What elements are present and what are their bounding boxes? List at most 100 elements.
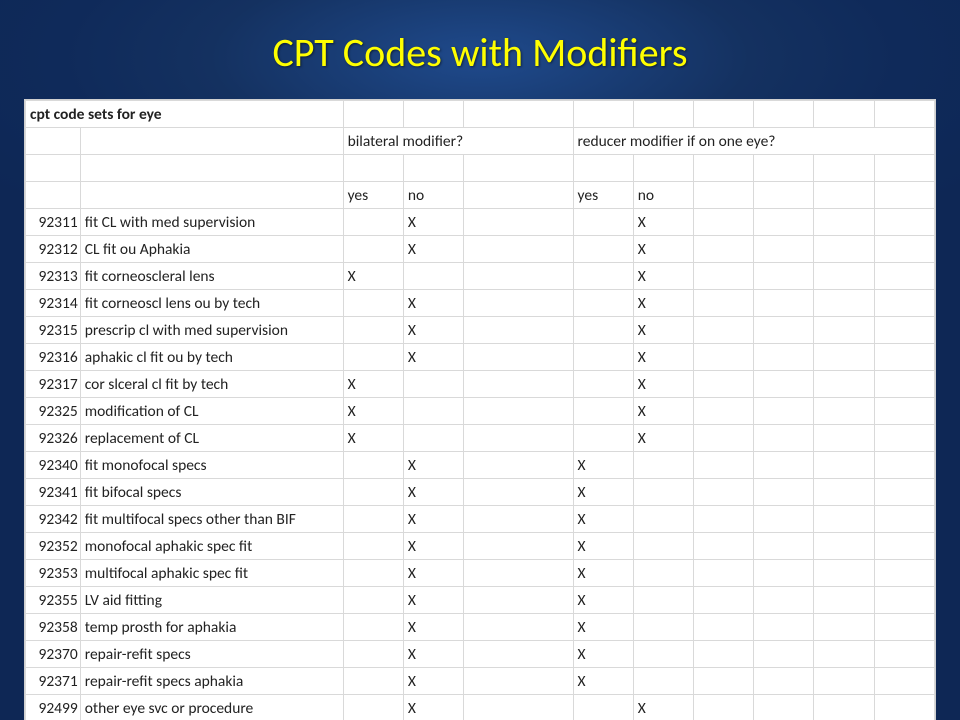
cpt-description: fit corneoscleral lens: [80, 263, 343, 290]
cell: [814, 209, 874, 236]
cell: [693, 155, 753, 182]
bilat-yes: [343, 317, 403, 344]
cell: [814, 263, 874, 290]
cell: [814, 560, 874, 587]
cell: [693, 452, 753, 479]
cell: [26, 182, 81, 209]
table-row: 92325modification of CLXX: [26, 398, 935, 425]
bilat-no: [403, 425, 463, 452]
bilat-yes: [343, 452, 403, 479]
cell: [80, 155, 343, 182]
bilat-no: X: [403, 587, 463, 614]
reducer-yes: [573, 425, 633, 452]
cell: [814, 452, 874, 479]
cell: [754, 290, 814, 317]
table-row: 92371repair-refit specs aphakiaXX: [26, 668, 935, 695]
cell: [693, 695, 753, 720]
cpt-description: fit monofocal specs: [80, 452, 343, 479]
reducer-no: X: [633, 317, 693, 344]
cell: [693, 506, 753, 533]
cell: [874, 641, 934, 668]
bilat-no: [403, 263, 463, 290]
cell: [754, 371, 814, 398]
cpt-description: fit CL with med supervision: [80, 209, 343, 236]
bilat-yes: X: [343, 371, 403, 398]
cell: [874, 371, 934, 398]
table-row: 92317cor slceral cl fit by techXX: [26, 371, 935, 398]
cpt-description: modification of CL: [80, 398, 343, 425]
cell: [464, 506, 574, 533]
cpt-description: cor slceral cl fit by tech: [80, 371, 343, 398]
table-row: 92314fit corneoscl lens ou by techXX: [26, 290, 935, 317]
cell: [814, 587, 874, 614]
bilat-no: X: [403, 641, 463, 668]
cell: [814, 371, 874, 398]
reducer-no: X: [633, 263, 693, 290]
table-row: 92342fit multifocal specs other than BIF…: [26, 506, 935, 533]
bilat-no: X: [403, 209, 463, 236]
reducer-yes: [573, 317, 633, 344]
cpt-code: 92315: [26, 317, 81, 344]
bilat-yes: [343, 668, 403, 695]
bilat-yes: [343, 587, 403, 614]
cpt-description: fit corneoscl lens ou by tech: [80, 290, 343, 317]
bilat-yes: [343, 344, 403, 371]
reducer-yes: [573, 209, 633, 236]
cell: [814, 533, 874, 560]
group-reducer-label: reducer modifier if on one eye?: [573, 128, 934, 155]
reducer-yes: X: [573, 614, 633, 641]
table-row: 92312CL fit ou AphakiaXX: [26, 236, 935, 263]
cpt-description: fit multifocal specs other than BIF: [80, 506, 343, 533]
cell: [874, 290, 934, 317]
cell: [874, 155, 934, 182]
reducer-yes: X: [573, 587, 633, 614]
bilat-no: X: [403, 236, 463, 263]
bilat-yes: X: [343, 263, 403, 290]
cell: [814, 641, 874, 668]
cpt-code: 92355: [26, 587, 81, 614]
cell: [343, 101, 403, 128]
bilat-no: X: [403, 344, 463, 371]
cell: [754, 506, 814, 533]
cell: [464, 668, 574, 695]
cell: [693, 479, 753, 506]
cell: [464, 452, 574, 479]
cell: [464, 371, 574, 398]
cpt-code: 92326: [26, 425, 81, 452]
cell: [814, 290, 874, 317]
cpt-description: other eye svc or procedure: [80, 695, 343, 720]
cpt-code: 92341: [26, 479, 81, 506]
cell: [754, 560, 814, 587]
bilat-no: X: [403, 668, 463, 695]
cell: [814, 317, 874, 344]
bilat-yes: [343, 506, 403, 533]
cell: [874, 668, 934, 695]
cell: [693, 398, 753, 425]
cpt-code: 92358: [26, 614, 81, 641]
cell: [754, 452, 814, 479]
cell: [874, 182, 934, 209]
cell: [343, 155, 403, 182]
reducer-no: X: [633, 398, 693, 425]
reducer-no: X: [633, 290, 693, 317]
cell: [754, 533, 814, 560]
cpt-description: monofocal aphakic spec fit: [80, 533, 343, 560]
col-bilat-yes: yes: [343, 182, 403, 209]
reducer-yes: X: [573, 452, 633, 479]
cell: [693, 344, 753, 371]
bilat-no: X: [403, 317, 463, 344]
cell: [874, 263, 934, 290]
cell: [464, 533, 574, 560]
bilat-yes: X: [343, 398, 403, 425]
col-red-yes: yes: [573, 182, 633, 209]
cell: [26, 128, 81, 155]
table-row: 92313fit corneoscleral lensXX: [26, 263, 935, 290]
cpt-description: repair-refit specs: [80, 641, 343, 668]
cell: [874, 587, 934, 614]
table-row: 92355LV aid fittingXX: [26, 587, 935, 614]
cell: [874, 236, 934, 263]
cell: [754, 101, 814, 128]
cell: [754, 398, 814, 425]
bilat-yes: [343, 695, 403, 720]
cell: [693, 614, 753, 641]
